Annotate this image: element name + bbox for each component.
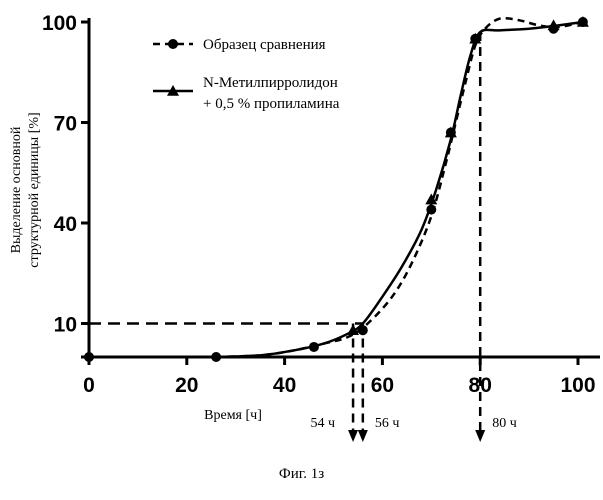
annotation-label-56: 56 ч [375, 416, 400, 431]
y-tick-label-40: 40 [54, 213, 77, 236]
y-axis-label-line-2: структурной единицы [%] [27, 112, 42, 267]
y-tick-label-70: 70 [54, 113, 77, 136]
series-1-point-4 [357, 325, 368, 336]
x-tick-label-0: 0 [83, 374, 95, 397]
x-axis-label: Время [ч] [204, 408, 262, 423]
series-2-point-6 [576, 16, 589, 27]
y-axis-label: Выделение основной структурной единицы [%… [9, 112, 42, 267]
series-2-point-5 [547, 19, 560, 31]
annotation-arrow-54 [348, 430, 359, 442]
x-tick-label-100: 100 [560, 374, 595, 397]
y-tick-label-100: 100 [42, 12, 77, 35]
x-tick-label-60: 60 [371, 374, 394, 397]
legend-marker-2 [167, 85, 179, 96]
series-2-point-3 [444, 126, 457, 138]
x-tick-label-20: 20 [175, 374, 198, 397]
annotation-label-54: 54 ч [311, 416, 336, 431]
y-tick-label-10: 10 [54, 314, 77, 337]
legend-label-2-line-2: + 0,5 % пропиламина [203, 96, 340, 112]
annotation-arrow-56 [357, 430, 368, 442]
series-1-point-1 [84, 352, 94, 362]
series-2-point-4 [469, 32, 482, 44]
series-line-2 [216, 20, 584, 359]
legend-label-1: Образец сравнения [203, 37, 326, 53]
legend-marker-1 [168, 39, 178, 49]
series-2-point-1 [347, 324, 360, 335]
annotation-label-80: 80 ч [492, 416, 517, 431]
series-line-1 [216, 16, 584, 359]
legend-label-2: N-Метилпирролидон [203, 75, 338, 91]
series-2-point-2 [425, 193, 438, 205]
y-axis-label-line-1: Выделение основной [9, 126, 24, 253]
x-tick-label-40: 40 [273, 374, 296, 397]
annotation-arrow-80 [475, 430, 486, 442]
figure-caption: Фиг. 1з [278, 466, 325, 482]
